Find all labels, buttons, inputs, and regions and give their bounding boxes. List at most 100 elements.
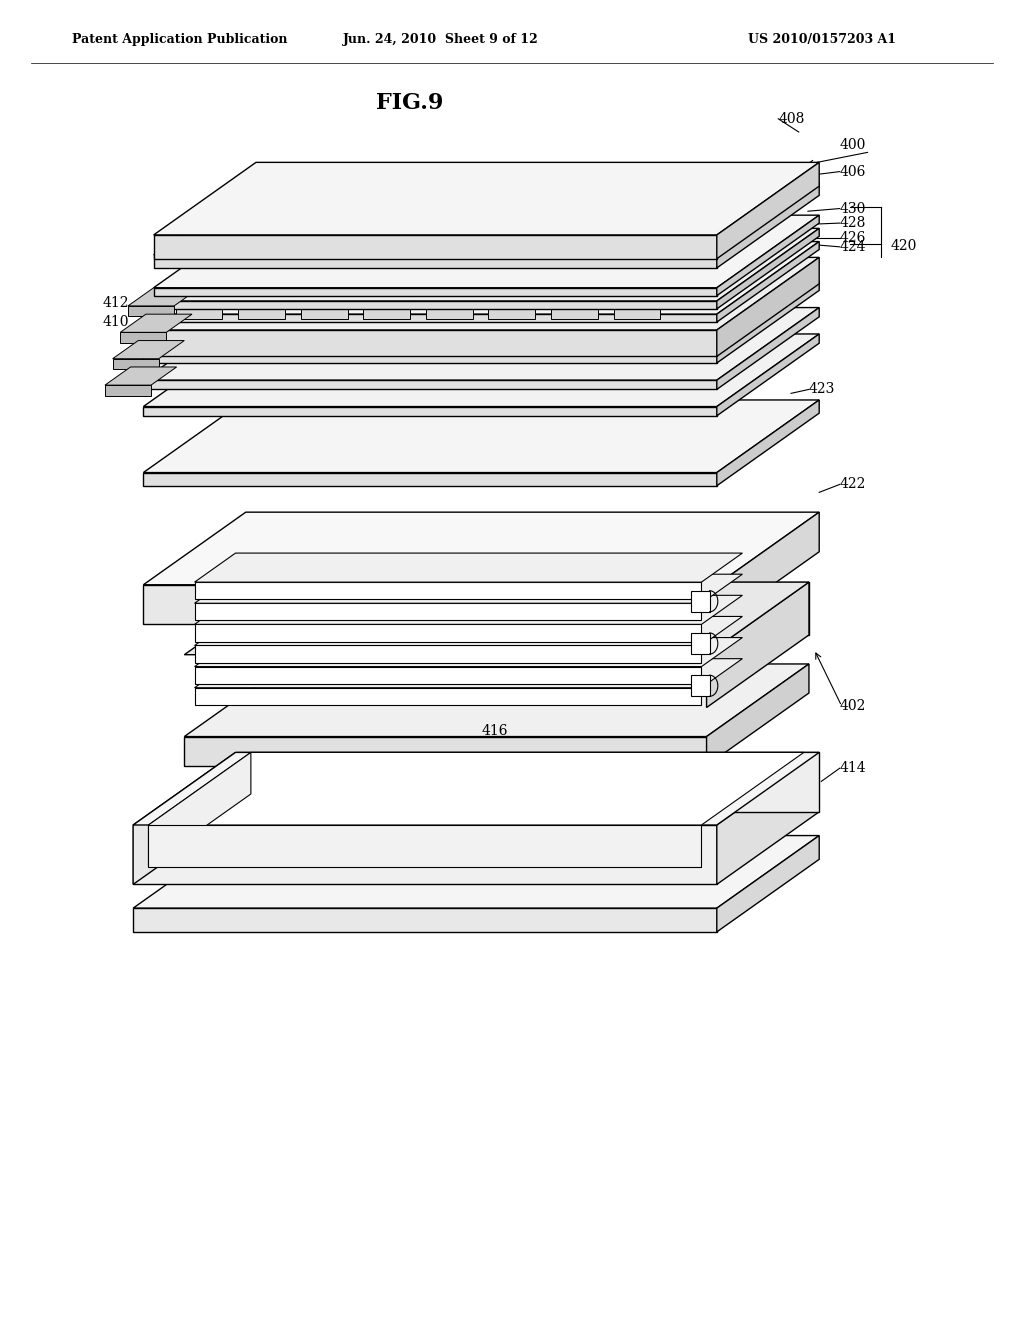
Polygon shape [195,624,701,642]
Polygon shape [143,512,819,585]
Polygon shape [113,341,184,359]
Text: 428: 428 [840,216,866,230]
Polygon shape [717,512,819,624]
Polygon shape [301,294,359,304]
Polygon shape [707,582,809,708]
Polygon shape [105,367,177,385]
Polygon shape [717,257,819,356]
Polygon shape [133,752,819,825]
Polygon shape [364,294,423,304]
Text: 410: 410 [102,315,129,330]
Polygon shape [154,162,819,235]
Polygon shape [717,281,819,363]
Polygon shape [613,294,673,304]
Polygon shape [133,908,717,932]
Polygon shape [717,228,819,309]
Text: Patent Application Publication: Patent Application Publication [72,33,287,46]
Text: 408: 408 [778,112,805,125]
Polygon shape [154,288,717,296]
Polygon shape [195,638,742,667]
Polygon shape [184,582,809,655]
Polygon shape [148,330,717,356]
Text: 422: 422 [840,478,866,491]
Polygon shape [195,553,742,582]
Polygon shape [128,288,200,306]
Polygon shape [195,616,742,645]
Polygon shape [143,400,819,473]
Polygon shape [195,688,701,705]
Polygon shape [154,314,717,322]
Text: 416: 416 [481,725,508,738]
Polygon shape [195,645,701,663]
Polygon shape [154,215,819,288]
Text: 426: 426 [840,231,866,244]
Polygon shape [133,836,819,908]
Polygon shape [707,664,809,766]
Polygon shape [426,294,485,304]
Polygon shape [143,308,819,380]
Polygon shape [195,595,742,624]
Polygon shape [195,582,701,599]
Polygon shape [691,591,710,612]
Polygon shape [154,235,717,259]
Text: 420: 420 [891,239,918,252]
Polygon shape [184,664,809,737]
Polygon shape [717,162,819,259]
Polygon shape [717,400,819,486]
Polygon shape [239,294,297,304]
Polygon shape [717,242,819,322]
Polygon shape [488,304,536,319]
Polygon shape [717,215,819,296]
Polygon shape [236,752,819,812]
Polygon shape [195,659,742,688]
Text: 1: 1 [696,611,706,626]
Polygon shape [551,294,610,304]
Polygon shape [128,306,174,317]
Polygon shape [133,752,236,884]
Polygon shape [195,667,701,684]
Polygon shape [154,242,819,314]
Polygon shape [143,281,819,354]
Text: Jun. 24, 2010  Sheet 9 of 12: Jun. 24, 2010 Sheet 9 of 12 [342,33,539,46]
Text: 406: 406 [840,165,866,178]
Polygon shape [175,294,234,304]
Polygon shape [195,603,701,620]
Polygon shape [148,257,819,330]
Polygon shape [717,836,819,932]
Polygon shape [143,473,717,486]
Polygon shape [143,334,819,407]
Polygon shape [287,582,809,635]
Polygon shape [148,825,701,867]
Text: 412: 412 [102,296,129,310]
Polygon shape [717,308,819,389]
Polygon shape [175,304,222,319]
Text: 402: 402 [840,700,866,713]
Polygon shape [691,634,710,655]
Polygon shape [551,304,598,319]
Text: FIG.9: FIG.9 [376,92,443,115]
Polygon shape [301,304,347,319]
Text: 400: 400 [840,139,866,152]
Polygon shape [143,380,717,389]
Polygon shape [195,574,742,603]
Polygon shape [239,304,285,319]
Polygon shape [133,825,717,884]
Text: 423: 423 [809,383,836,396]
Polygon shape [143,407,717,416]
Polygon shape [717,182,819,268]
Polygon shape [105,385,152,396]
Polygon shape [154,255,717,268]
Polygon shape [154,182,819,255]
Polygon shape [613,304,660,319]
Polygon shape [184,737,707,766]
Polygon shape [143,585,717,624]
Polygon shape [154,228,819,301]
Text: 424: 424 [840,240,866,253]
Polygon shape [488,294,548,304]
Text: US 2010/0157203 A1: US 2010/0157203 A1 [748,33,896,46]
Polygon shape [148,752,251,867]
Polygon shape [121,314,193,333]
Polygon shape [364,304,411,319]
Polygon shape [426,304,473,319]
Polygon shape [148,752,804,825]
